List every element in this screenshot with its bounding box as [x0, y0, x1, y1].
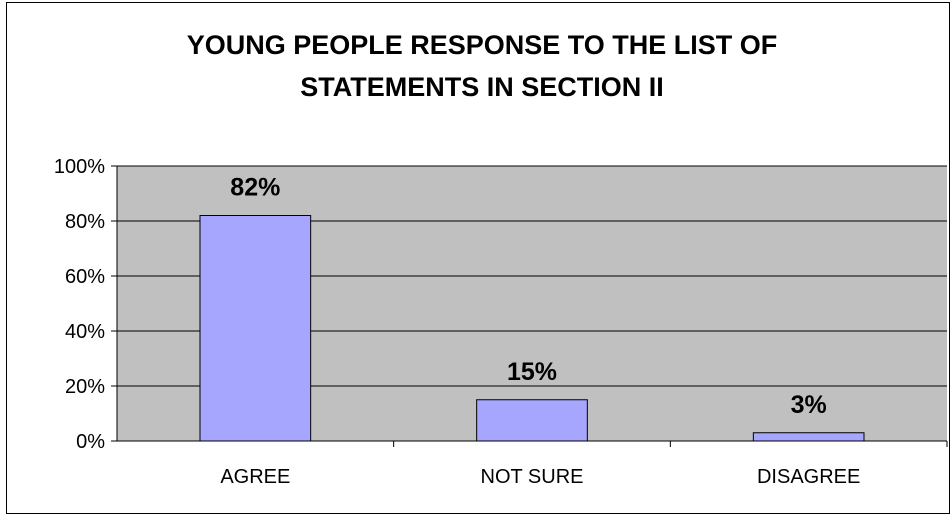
x-tick-label: NOT SURE [481, 466, 584, 488]
bar-disagree [752, 432, 865, 442]
y-tick-label: 40% [65, 321, 105, 343]
bar-agree [199, 215, 312, 442]
y-tick-label: 60% [65, 266, 105, 288]
x-tick-label: DISAGREE [757, 466, 860, 488]
y-tick-label: 80% [65, 211, 105, 233]
y-tick-label: 0% [76, 431, 105, 453]
bars [199, 215, 865, 442]
data-label: 82% [230, 174, 280, 202]
y-tick-label: 20% [65, 376, 105, 398]
data-label: 15% [507, 358, 557, 386]
chart-title-line-1: YOUNG PEOPLE RESPONSE TO THE LIST OF [187, 30, 778, 60]
y-tick-label: 100% [54, 156, 105, 178]
chart-title-line-2: STATEMENTS IN SECTION II [300, 72, 664, 102]
bar-not-sure [476, 399, 588, 442]
x-tick-label: AGREE [220, 466, 290, 488]
axes [111, 165, 948, 447]
labels: 0% 20% 40% 60% 80% 100% AGREE 82% NOT SURE 15% DIS… [54, 156, 861, 488]
data-label: 3% [791, 391, 827, 419]
